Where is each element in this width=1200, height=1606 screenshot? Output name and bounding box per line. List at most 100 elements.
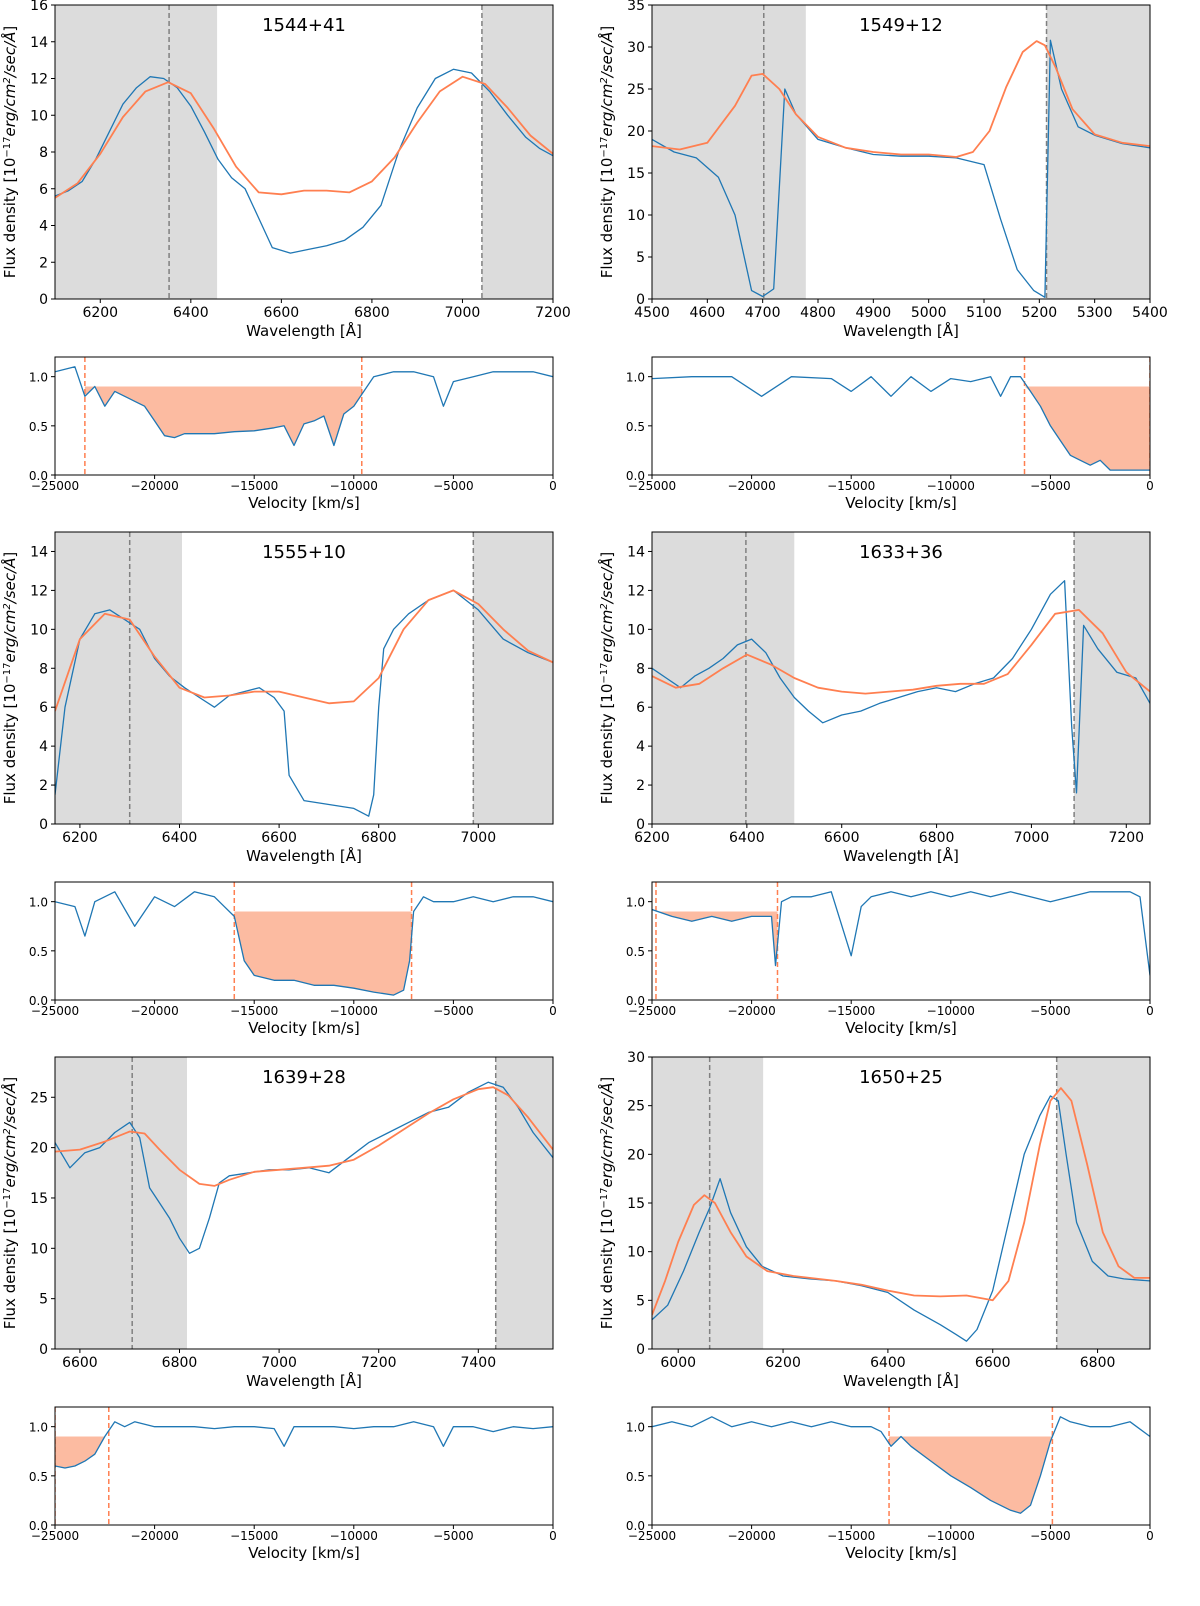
y-tick-label: 20 <box>30 1141 48 1157</box>
plot-area <box>55 882 553 1000</box>
x-axis-label: Wavelength [Å] <box>246 321 362 340</box>
x-tick-label: 6200 <box>765 1355 801 1371</box>
y-tick-label: 0.5 <box>29 1470 48 1484</box>
x-tick-label: 6600 <box>264 305 300 321</box>
spectrum-line <box>55 891 553 996</box>
x-tick-label: 7200 <box>535 305 571 321</box>
x-tick-label: 4500 <box>634 305 670 321</box>
axes-frame <box>651 1406 1151 1526</box>
spectrum-panel: 6200 6400 6600 6800 7000 7200 0 2 4 6 8 10 12 14 Wavel… <box>597 531 1151 865</box>
x-axis-label: Velocity [km/s] <box>845 494 956 512</box>
y-tick-label: 2 <box>39 778 48 794</box>
y-axis-label: Flux density [10−17erg/cm2/sec/Å] <box>597 26 616 279</box>
y-tick-label: 0 <box>39 1342 48 1358</box>
shaded-region <box>652 532 795 824</box>
shaded-region <box>1046 5 1150 299</box>
velocity-panel: −25000 −20000 −15000 −10000 −5000 0 0.0 0.5 1.0 V… <box>29 1406 557 1562</box>
plot-area <box>55 1407 553 1525</box>
x-tick-label: 6600 <box>824 830 860 846</box>
shaded-region <box>1074 532 1150 824</box>
x-tick-label: −10000 <box>927 479 975 493</box>
panel-title: 1639+28 <box>262 1067 346 1088</box>
axes-frame <box>54 1406 554 1526</box>
x-tick-label: −5000 <box>433 479 474 493</box>
x-tick-label: 7000 <box>1014 830 1050 846</box>
x-tick-label: 6400 <box>870 1355 906 1371</box>
x-tick-label: −25000 <box>628 1004 676 1018</box>
x-tick-label: 0 <box>549 1004 557 1018</box>
x-tick-label: −15000 <box>827 479 875 493</box>
absorption-fill <box>1024 386 1150 471</box>
x-tick-label: 5000 <box>911 305 947 321</box>
y-tick-label: 4 <box>39 739 48 755</box>
spectrum-line <box>55 366 553 447</box>
y-tick-label: 15 <box>627 166 645 182</box>
plot-area <box>652 882 1150 1000</box>
x-tick-label: −10000 <box>330 1004 378 1018</box>
x-tick-label: 6200 <box>634 830 670 846</box>
y-tick-label: 10 <box>627 1245 645 1261</box>
x-tick-label: −20000 <box>727 479 775 493</box>
x-tick-label: 6600 <box>975 1355 1011 1371</box>
x-axis-label: Wavelength [Å] <box>843 321 959 340</box>
x-axis-label: Velocity [km/s] <box>248 494 359 512</box>
y-tick-label: 8 <box>39 661 48 677</box>
x-tick-label: 4600 <box>690 305 726 321</box>
shaded-region <box>652 1057 764 1349</box>
y-tick-label: 16 <box>30 0 48 14</box>
y-tick-label: 20 <box>627 124 645 140</box>
axes-frame <box>54 1056 554 1350</box>
plot-area <box>55 1057 553 1349</box>
spectrum-line <box>652 891 1150 976</box>
x-tick-label: 6400 <box>173 305 209 321</box>
y-tick-label: 12 <box>627 583 645 599</box>
y-tick-label: 1.0 <box>29 1421 48 1435</box>
x-axis-label: Wavelength [Å] <box>843 846 959 865</box>
x-tick-label: 0 <box>549 479 557 493</box>
x-tick-label: −5000 <box>1030 1004 1071 1018</box>
shaded-region <box>55 1057 187 1349</box>
shaded-region <box>55 532 182 824</box>
y-tick-label: 5 <box>39 1292 48 1308</box>
y-tick-label: 0.5 <box>626 945 645 959</box>
y-tick-label: 0.0 <box>626 1519 645 1533</box>
y-tick-label: 25 <box>627 1099 645 1115</box>
x-tick-label: 6800 <box>919 830 955 846</box>
y-tick-label: 1.0 <box>626 371 645 385</box>
y-tick-label: 8 <box>39 145 48 161</box>
x-tick-label: −5000 <box>433 1529 474 1543</box>
x-tick-label: 7200 <box>1108 830 1144 846</box>
y-tick-label: 8 <box>636 661 645 677</box>
x-tick-label: 7400 <box>460 1355 496 1371</box>
y-tick-label: 1.0 <box>29 371 48 385</box>
model-fit-line <box>652 1087 1150 1316</box>
y-tick-label: 0.0 <box>29 1519 48 1533</box>
axes-frame <box>651 531 1151 825</box>
y-tick-label: 6 <box>39 700 48 716</box>
x-tick-label: 6600 <box>261 830 297 846</box>
x-axis-label: Wavelength [Å] <box>246 1371 362 1390</box>
x-tick-label: 7000 <box>445 305 481 321</box>
x-tick-label: −10000 <box>330 1529 378 1543</box>
x-tick-label: −5000 <box>1030 479 1071 493</box>
x-tick-label: −20000 <box>130 1529 178 1543</box>
y-tick-label: 0 <box>39 817 48 833</box>
y-tick-label: 14 <box>627 544 645 560</box>
spectrum-panel: 6000 6200 6400 6600 6800 0 5 10 15 20 25 30 Waveleng… <box>597 1050 1151 1390</box>
y-tick-label: 20 <box>627 1147 645 1163</box>
shaded-region <box>495 1057 553 1349</box>
plot-area <box>55 532 553 824</box>
x-tick-label: −25000 <box>628 479 676 493</box>
x-tick-label: −25000 <box>31 1529 79 1543</box>
x-tick-label: 6800 <box>354 305 390 321</box>
axes-frame <box>54 531 554 825</box>
x-tick-label: −10000 <box>330 479 378 493</box>
y-axis-label: Flux density [10−17erg/cm2/sec/Å] <box>0 1077 19 1330</box>
x-tick-label: 4800 <box>800 305 836 321</box>
y-axis-label: Flux density [10−17erg/cm2/sec/Å] <box>0 26 19 279</box>
x-tick-label: 6600 <box>62 1355 98 1371</box>
x-tick-label: 0 <box>1146 1529 1154 1543</box>
y-tick-label: 15 <box>627 1196 645 1212</box>
panel-title: 1650+25 <box>859 1067 943 1088</box>
spectrum-line <box>55 1421 553 1469</box>
